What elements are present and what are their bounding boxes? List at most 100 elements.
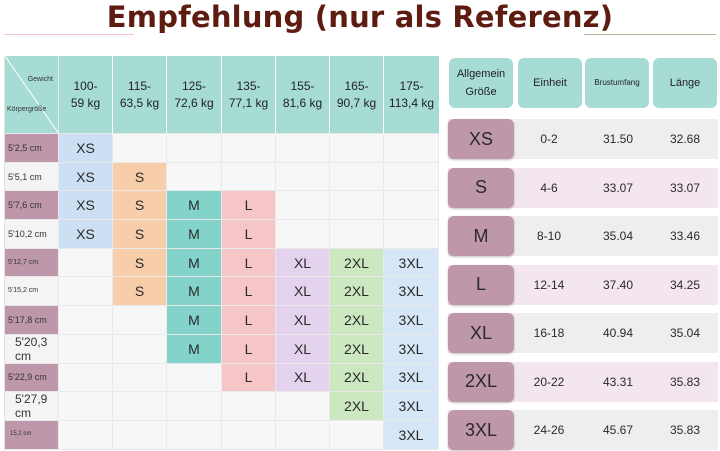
height-row-label: 5'12,7 cm	[5, 248, 59, 278]
empty-cell	[384, 191, 439, 221]
size-badge: 3XL	[448, 410, 514, 450]
size-cell: 3XL	[384, 248, 439, 278]
header-length: Länge	[653, 58, 717, 108]
empty-cell	[59, 306, 113, 335]
length-value: 32.68	[669, 132, 701, 146]
size-cell: S	[113, 191, 167, 221]
size-recommendation-grid: Gewicht Körpergröße 100- 59 kg 115- 63,5 k…	[4, 56, 439, 450]
weight-header: 165- 90,7 kg	[330, 56, 384, 134]
height-row-label: 15,2 cm	[5, 420, 59, 450]
size-cell: L	[222, 277, 276, 307]
weight-header: 125- 72,6 kg	[167, 56, 222, 134]
length-value: 35.04	[669, 326, 701, 340]
size-cell: XS	[59, 191, 113, 221]
size-cell: XL	[276, 306, 330, 335]
height-row-label: 5'2,5 cm	[5, 134, 59, 163]
weight-header: 100- 59 kg	[59, 56, 113, 134]
size-cell: S	[113, 162, 167, 192]
size-badge: XL	[448, 313, 514, 353]
empty-cell	[59, 277, 113, 307]
unit-value: 24-26	[533, 423, 565, 437]
empty-cell	[384, 134, 439, 163]
empty-cell	[330, 220, 384, 249]
chest-value: 31.50	[602, 132, 634, 146]
size-cell: XL	[276, 277, 330, 307]
corner-height-label: Körpergröße	[7, 106, 47, 113]
height-row-label: 5'22,9 cm	[5, 363, 59, 393]
length-value: 35.83	[669, 423, 701, 437]
unit-value: 20-22	[533, 374, 565, 389]
chest-value: 40.94	[602, 326, 634, 340]
size-table-row: XL 16-18 40.94 35.04	[448, 313, 718, 353]
size-badge: 2XL	[448, 361, 514, 402]
empty-cell	[167, 162, 222, 192]
empty-cell	[222, 392, 276, 421]
empty-cell	[59, 363, 113, 393]
weight-header: 135- 77,1 kg	[222, 56, 276, 134]
empty-cell	[113, 334, 167, 364]
empty-cell	[59, 248, 113, 278]
title-rule-right	[584, 34, 716, 35]
header-chest: Brustumfang	[585, 58, 649, 108]
chest-value: 45.67	[602, 423, 634, 437]
empty-cell	[167, 363, 222, 393]
height-row-label: 5'20,3 cm	[5, 334, 59, 364]
size-cell: S	[113, 248, 167, 278]
weight-header: 115- 63,5 kg	[113, 56, 167, 134]
grid-corner: Gewicht Körpergröße	[5, 56, 59, 134]
size-cell: XS	[59, 162, 113, 192]
size-cell: XL	[276, 363, 330, 393]
unit-value: 16-18	[533, 326, 565, 340]
size-cell: 3XL	[384, 363, 439, 393]
unit-value: 8-10	[536, 229, 562, 243]
length-value: 33.07	[669, 180, 701, 195]
empty-cell	[276, 162, 330, 192]
unit-value: 12-14	[533, 277, 565, 292]
empty-cell	[222, 162, 276, 192]
empty-cell	[113, 306, 167, 335]
height-row-label: 5'5,1 cm	[5, 162, 59, 192]
empty-cell	[384, 162, 439, 192]
length-value: 34.25	[669, 277, 701, 292]
corner-diagonal	[5, 56, 58, 133]
empty-cell	[59, 392, 113, 421]
size-cell: L	[222, 363, 276, 393]
empty-cell	[276, 392, 330, 421]
height-row-label: 5'10,2 cm	[5, 220, 59, 249]
size-table-row: XS 0-2 31.50 32.68	[448, 119, 718, 159]
size-cell: L	[222, 191, 276, 221]
header-general-size: Allgemein Größe	[449, 58, 513, 108]
size-cell: L	[222, 334, 276, 364]
chest-value: 33.07	[602, 180, 634, 195]
empty-cell	[167, 134, 222, 163]
size-cell: M	[167, 277, 222, 307]
size-badge: L	[448, 264, 514, 305]
weight-header: 175- 113,4 kg	[384, 56, 439, 134]
corner-weight-label: Gewicht	[27, 76, 53, 83]
size-badge: M	[448, 216, 514, 256]
empty-cell	[113, 134, 167, 163]
size-cell: 3XL	[384, 420, 439, 450]
size-cell: L	[222, 220, 276, 249]
size-cell: L	[222, 248, 276, 278]
size-cell: S	[113, 220, 167, 249]
chest-value: 35.04	[602, 229, 634, 243]
empty-cell	[330, 191, 384, 221]
height-row-label: 5'15,2 cm	[5, 277, 59, 307]
size-table-row: S 4-6 33.07 33.07	[448, 167, 718, 208]
empty-cell	[167, 392, 222, 421]
size-table-row: M 8-10 35.04 33.46	[448, 216, 718, 256]
weight-header: 155- 81,6 kg	[276, 56, 330, 134]
unit-value: 4-6	[540, 180, 558, 195]
chest-value: 37.40	[602, 277, 634, 292]
size-cell: 3XL	[384, 334, 439, 364]
header-unit: Einheit	[518, 58, 582, 108]
size-cell: 2XL	[330, 277, 384, 307]
height-row-label: 5'7,6 cm	[5, 191, 59, 221]
empty-cell	[330, 134, 384, 163]
size-cell: 2XL	[330, 248, 384, 278]
size-cell: 3XL	[384, 277, 439, 307]
size-cell: S	[113, 277, 167, 307]
size-cell: XS	[59, 220, 113, 249]
size-cell: M	[167, 334, 222, 364]
